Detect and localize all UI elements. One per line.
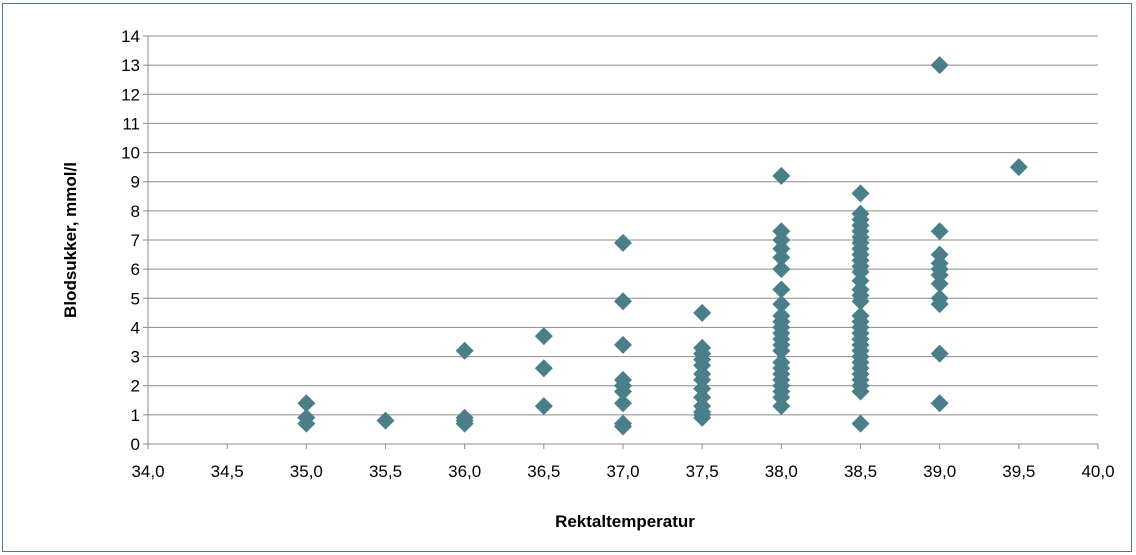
x-tick-label: 37,5 [686,462,719,481]
data-point [614,292,632,311]
x-tick-label: 39,0 [923,462,956,481]
data-point [534,359,553,378]
data-point [930,56,949,75]
y-tick-label: 13 [121,56,140,75]
data-point [772,280,791,299]
x-tick-label: 36,5 [527,462,560,481]
data-point [930,295,949,314]
data-point [614,394,632,413]
data-point [614,335,632,354]
x-tick-label: 36,0 [448,462,481,481]
data-point [851,414,870,433]
y-tick-label: 12 [121,85,140,104]
data-point [772,248,791,267]
data-point [693,408,712,427]
y-tick-label: 4 [131,318,140,337]
data-point [772,166,791,185]
y-tick-label: 1 [131,406,140,425]
y-tick-label: 3 [131,348,140,367]
data-point [930,394,949,413]
data-points [297,56,1028,436]
data-point [930,344,949,363]
x-tick-label: 34,5 [211,462,244,481]
data-point [455,414,474,433]
x-tick-label: 38,5 [844,462,877,481]
data-point [930,274,949,293]
x-tick-label: 35,5 [369,462,402,481]
y-tick-label: 2 [131,377,140,396]
x-axis-title: Rektaltemperatur [555,512,695,531]
gridlines [148,35,1098,416]
y-tick-label: 9 [131,173,140,192]
data-point [534,327,553,346]
data-point [772,397,791,416]
data-point [772,341,791,360]
axes [143,35,1099,449]
x-tick-label: 40,0 [1081,462,1114,481]
x-tick-label: 38,0 [765,462,798,481]
data-point [851,382,870,401]
data-point [851,184,870,203]
y-axis-title: Blodsukker, mmol/l [61,162,80,318]
x-tick-labels: 34,0 34,5 35,0 35,5 36,0 36,5 37,0 37,5 38,0 38,5… [131,462,1114,481]
data-point [614,233,632,252]
data-point [534,397,553,416]
data-point [930,222,949,241]
data-point [376,411,395,430]
data-point [1009,158,1028,177]
y-tick-label: 6 [131,260,140,279]
data-point [297,394,316,413]
x-tick-label: 39,5 [1002,462,1035,481]
y-tick-label: 8 [131,202,140,221]
data-point [614,417,632,436]
x-tick-label: 37,0 [606,462,639,481]
data-point [693,303,712,322]
y-tick-label: 0 [131,435,140,454]
data-point [772,295,791,314]
data-point [455,341,474,360]
data-point [297,414,316,433]
data-point [772,260,791,279]
x-tick-label: 35,0 [290,462,323,481]
y-tick-label: 11 [122,114,140,133]
x-tick-label: 34,0 [131,462,164,481]
data-point [851,292,870,311]
y-tick-label: 5 [131,289,140,308]
y-tick-label: 14 [121,27,140,46]
y-tick-label: 7 [131,231,140,250]
data-point [614,382,632,401]
y-tick-label: 10 [121,144,140,163]
